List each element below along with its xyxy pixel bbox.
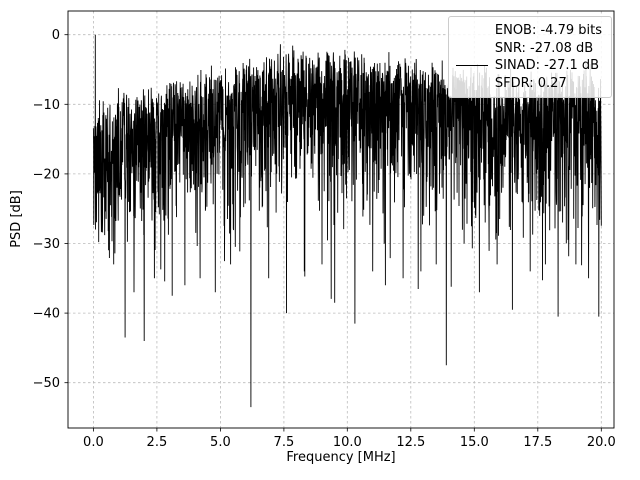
legend-entry-label: ENOB: -4.79 bits [494, 23, 602, 38]
x-tick-label: 20.0 [587, 435, 616, 450]
y-axis-label: PSD [dB] [9, 190, 24, 248]
y-tick-label: −20 [33, 167, 60, 182]
x-tick-label: 5.0 [210, 435, 231, 450]
legend-line-sample-icon [455, 65, 488, 67]
x-tick-label: 7.5 [274, 435, 295, 450]
legend-entry: SINAD: -27.1 dB [455, 57, 602, 75]
y-tick-label: −30 [33, 237, 60, 252]
legend-entry: ENOB: -4.79 bits [456, 22, 602, 40]
legend-entry-label: SNR: -27.08 dB [494, 40, 594, 56]
y-tick-label: −10 [33, 98, 60, 113]
axes-frame [67, 10, 615, 429]
legend-handle [455, 65, 488, 67]
y-tick-label: 0 [52, 28, 60, 43]
legend-entry-label: SINAD: -27.1 dB [494, 58, 600, 73]
x-tick-label: 12.5 [396, 435, 425, 450]
x-tick-label: 17.5 [523, 435, 552, 450]
psd-line [92, 34, 602, 408]
legend-entry: SFDR: 0.27 [456, 75, 602, 93]
x-tick-label: 15.0 [460, 435, 489, 450]
y-tick-label: −40 [33, 307, 60, 322]
x-axis-label: Frequency [MHz] [286, 450, 395, 465]
x-tick-label: 0.0 [83, 435, 104, 450]
legend: ENOB: -4.79 bits SNR: -27.08 dB SINAD: -27… [447, 16, 612, 98]
x-tick-label: 2.5 [147, 435, 168, 450]
legend-entry: SNR: -27.08 dB [456, 40, 602, 58]
legend-entry-label: SFDR: 0.27 [494, 75, 567, 91]
x-tick-label: 10.0 [333, 435, 362, 450]
y-tick-label: −50 [33, 376, 60, 391]
psd-trace [92, 34, 602, 408]
plot-frame [67, 10, 615, 429]
tick-labels: 0.0 2.5 5.0 7.5 10.0 12.5 15.0 17.5 20.0 0 −10 −20 −… [33, 28, 616, 450]
